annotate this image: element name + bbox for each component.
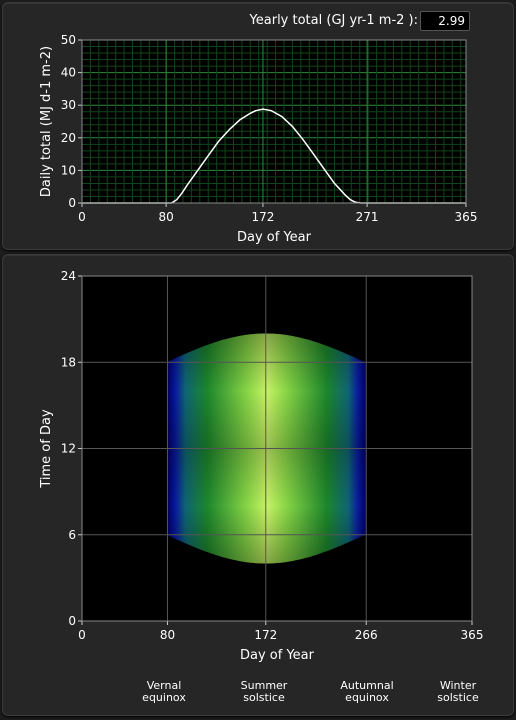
time-of-day-heatmap: 0 6 12 18 24 0 80 172 266 365 Day of Year Time of D…	[39, 269, 484, 663]
plot-border	[81, 39, 467, 204]
y-tick-label: 10	[61, 163, 76, 177]
y-tick-label: 12	[61, 442, 76, 456]
x-tick-label: 365	[455, 210, 478, 224]
y-tick-label: 20	[61, 131, 76, 145]
plot-area	[82, 40, 466, 203]
season-label-winter: Winter solstice	[437, 679, 479, 704]
y-tick-label: 40	[61, 66, 76, 80]
x-axis-title: Day of Year	[240, 648, 315, 663]
grid-lines	[81, 39, 467, 204]
yearly-total-value[interactable]: 2.99	[420, 11, 470, 31]
x-tick-label: 80	[159, 210, 174, 224]
x-axis-title: Day of Year	[237, 230, 312, 245]
x-tick-label: 266	[355, 628, 378, 642]
y-tick-label: 6	[68, 528, 76, 542]
daily-total-line	[82, 108, 466, 204]
y-tick-label: 30	[61, 98, 76, 112]
season-labels: Vernal equinox Summer solstice Autumnal …	[0, 680, 516, 710]
y-tick-label: 0	[68, 196, 76, 210]
plot-border	[81, 275, 473, 622]
x-tick-label: 80	[160, 628, 175, 642]
x-tick-label: 365	[461, 628, 484, 642]
x-tick-label: 172	[252, 210, 275, 224]
x-tick-label: 0	[78, 628, 86, 642]
y-axis-title: Time of Day	[39, 409, 54, 489]
x-tick-label: 0	[78, 210, 86, 224]
y-tick-label: 18	[61, 355, 76, 369]
y-tick-label: 50	[61, 33, 76, 47]
y-tick-label: 0	[68, 614, 76, 628]
y-tick-label: 24	[61, 269, 76, 283]
x-tick-label: 271	[356, 210, 379, 224]
season-label-summer: Summer solstice	[240, 679, 288, 704]
x-tick-label: 172	[254, 628, 277, 642]
season-label-vernal: Vernal equinox	[142, 679, 186, 704]
yearly-total-label: Yearly total (GJ yr-1 m-2 ):	[249, 13, 418, 28]
y-axis-title: Daily total (MJ d-1 m-2)	[39, 46, 54, 197]
daily-total-chart: 0 10 20 30 40 50 0 80 172 271 365 Day of Year Daily …	[39, 33, 478, 245]
season-label-autumnal: Autumnal equinox	[340, 679, 394, 704]
